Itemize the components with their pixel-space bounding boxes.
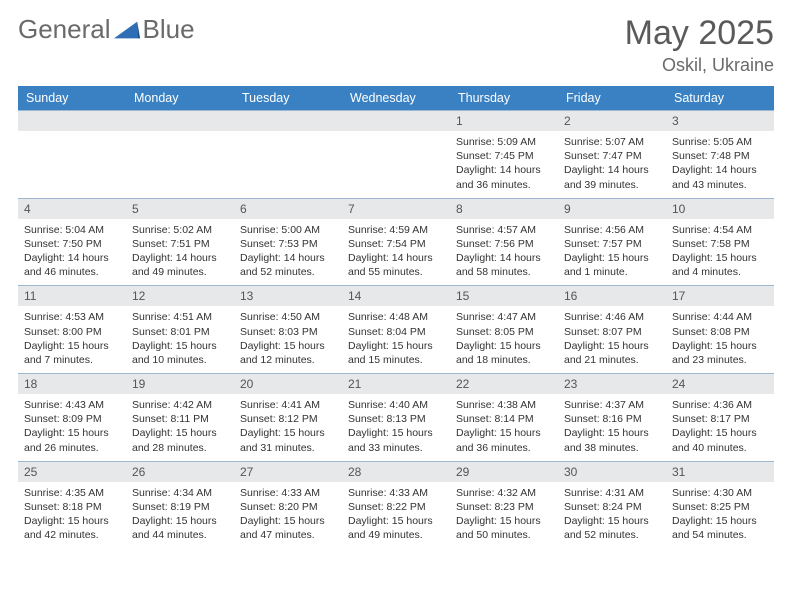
weekday-sat: Saturday (666, 86, 774, 110)
weekday-mon: Monday (126, 86, 234, 110)
day-content-cell: Sunrise: 4:56 AMSunset: 7:57 PMDaylight:… (558, 219, 666, 286)
day-number-cell: 20 (234, 373, 342, 394)
brand-logo: General Blue (18, 14, 195, 45)
weekday-header-row: Sunday Monday Tuesday Wednesday Thursday… (18, 86, 774, 110)
brand-triangle-icon (113, 19, 141, 41)
day-number-cell: 18 (18, 373, 126, 394)
day-content-cell: Sunrise: 4:32 AMSunset: 8:23 PMDaylight:… (450, 482, 558, 549)
day-content-cell: Sunrise: 4:34 AMSunset: 8:19 PMDaylight:… (126, 482, 234, 549)
day-number-cell: 2 (558, 110, 666, 131)
day-number-cell: 8 (450, 198, 558, 219)
day-number-cell: 7 (342, 198, 450, 219)
day-number-cell: 11 (18, 285, 126, 306)
weekday-fri: Friday (558, 86, 666, 110)
day-number-cell: 27 (234, 461, 342, 482)
day-content-cell (126, 131, 234, 198)
day-content-cell: Sunrise: 5:05 AMSunset: 7:48 PMDaylight:… (666, 131, 774, 198)
day-number-cell: 23 (558, 373, 666, 394)
day-content-cell (234, 131, 342, 198)
day-number-cell: 25 (18, 461, 126, 482)
day-number-cell: 9 (558, 198, 666, 219)
location: Oskil, Ukraine (625, 55, 774, 76)
day-content-cell: Sunrise: 4:38 AMSunset: 8:14 PMDaylight:… (450, 394, 558, 461)
day-number-cell: 19 (126, 373, 234, 394)
title-block: May 2025 Oskil, Ukraine (625, 14, 774, 76)
day-content-cell: Sunrise: 4:40 AMSunset: 8:13 PMDaylight:… (342, 394, 450, 461)
day-content-cell: Sunrise: 4:41 AMSunset: 8:12 PMDaylight:… (234, 394, 342, 461)
day-content-cell: Sunrise: 5:00 AMSunset: 7:53 PMDaylight:… (234, 219, 342, 286)
day-content-cell: Sunrise: 4:44 AMSunset: 8:08 PMDaylight:… (666, 306, 774, 373)
weekday-wed: Wednesday (342, 86, 450, 110)
day-number-cell: 13 (234, 285, 342, 306)
day-number-cell: 30 (558, 461, 666, 482)
day-content-cell (342, 131, 450, 198)
day-content-cell: Sunrise: 4:35 AMSunset: 8:18 PMDaylight:… (18, 482, 126, 549)
day-content-cell: Sunrise: 4:43 AMSunset: 8:09 PMDaylight:… (18, 394, 126, 461)
day-number-cell: 21 (342, 373, 450, 394)
day-number-cell: 29 (450, 461, 558, 482)
day-number-cell: 10 (666, 198, 774, 219)
day-number-cell: 26 (126, 461, 234, 482)
day-content-cell: Sunrise: 4:50 AMSunset: 8:03 PMDaylight:… (234, 306, 342, 373)
day-number-cell: 17 (666, 285, 774, 306)
day-number-cell: 3 (666, 110, 774, 131)
day-content-cell: Sunrise: 5:04 AMSunset: 7:50 PMDaylight:… (18, 219, 126, 286)
weekday-tue: Tuesday (234, 86, 342, 110)
weekday-sun: Sunday (18, 86, 126, 110)
brand-part1: General (18, 14, 111, 45)
day-content-cell: Sunrise: 4:53 AMSunset: 8:00 PMDaylight:… (18, 306, 126, 373)
day-content-cell: Sunrise: 4:46 AMSunset: 8:07 PMDaylight:… (558, 306, 666, 373)
day-content-cell (18, 131, 126, 198)
day-content-cell: Sunrise: 4:54 AMSunset: 7:58 PMDaylight:… (666, 219, 774, 286)
day-number-cell: 28 (342, 461, 450, 482)
day-content-cell: Sunrise: 4:48 AMSunset: 8:04 PMDaylight:… (342, 306, 450, 373)
day-number-cell: 12 (126, 285, 234, 306)
calendar-grid: 123Sunrise: 5:09 AMSunset: 7:45 PMDaylig… (18, 110, 774, 548)
day-number-cell: 15 (450, 285, 558, 306)
weekday-thu: Thursday (450, 86, 558, 110)
day-number-cell: 16 (558, 285, 666, 306)
day-content-cell: Sunrise: 4:42 AMSunset: 8:11 PMDaylight:… (126, 394, 234, 461)
day-number-cell: 6 (234, 198, 342, 219)
day-number-cell: 1 (450, 110, 558, 131)
page-header: General Blue May 2025 Oskil, Ukraine (18, 14, 774, 76)
day-number-cell: 14 (342, 285, 450, 306)
day-number-cell: 22 (450, 373, 558, 394)
day-content-cell: Sunrise: 5:07 AMSunset: 7:47 PMDaylight:… (558, 131, 666, 198)
day-number-cell (234, 110, 342, 131)
day-number-cell: 24 (666, 373, 774, 394)
brand-part2: Blue (143, 14, 195, 45)
day-content-cell: Sunrise: 5:09 AMSunset: 7:45 PMDaylight:… (450, 131, 558, 198)
day-number-cell (126, 110, 234, 131)
day-number-cell (342, 110, 450, 131)
day-number-cell: 31 (666, 461, 774, 482)
day-number-cell: 4 (18, 198, 126, 219)
page-title: May 2025 (625, 14, 774, 53)
day-content-cell: Sunrise: 4:47 AMSunset: 8:05 PMDaylight:… (450, 306, 558, 373)
day-content-cell: Sunrise: 4:37 AMSunset: 8:16 PMDaylight:… (558, 394, 666, 461)
day-number-cell: 5 (126, 198, 234, 219)
day-content-cell: Sunrise: 4:33 AMSunset: 8:22 PMDaylight:… (342, 482, 450, 549)
day-content-cell: Sunrise: 4:33 AMSunset: 8:20 PMDaylight:… (234, 482, 342, 549)
day-content-cell: Sunrise: 4:30 AMSunset: 8:25 PMDaylight:… (666, 482, 774, 549)
day-content-cell: Sunrise: 4:36 AMSunset: 8:17 PMDaylight:… (666, 394, 774, 461)
day-number-cell (18, 110, 126, 131)
day-content-cell: Sunrise: 5:02 AMSunset: 7:51 PMDaylight:… (126, 219, 234, 286)
day-content-cell: Sunrise: 4:59 AMSunset: 7:54 PMDaylight:… (342, 219, 450, 286)
day-content-cell: Sunrise: 4:31 AMSunset: 8:24 PMDaylight:… (558, 482, 666, 549)
day-content-cell: Sunrise: 4:51 AMSunset: 8:01 PMDaylight:… (126, 306, 234, 373)
day-content-cell: Sunrise: 4:57 AMSunset: 7:56 PMDaylight:… (450, 219, 558, 286)
